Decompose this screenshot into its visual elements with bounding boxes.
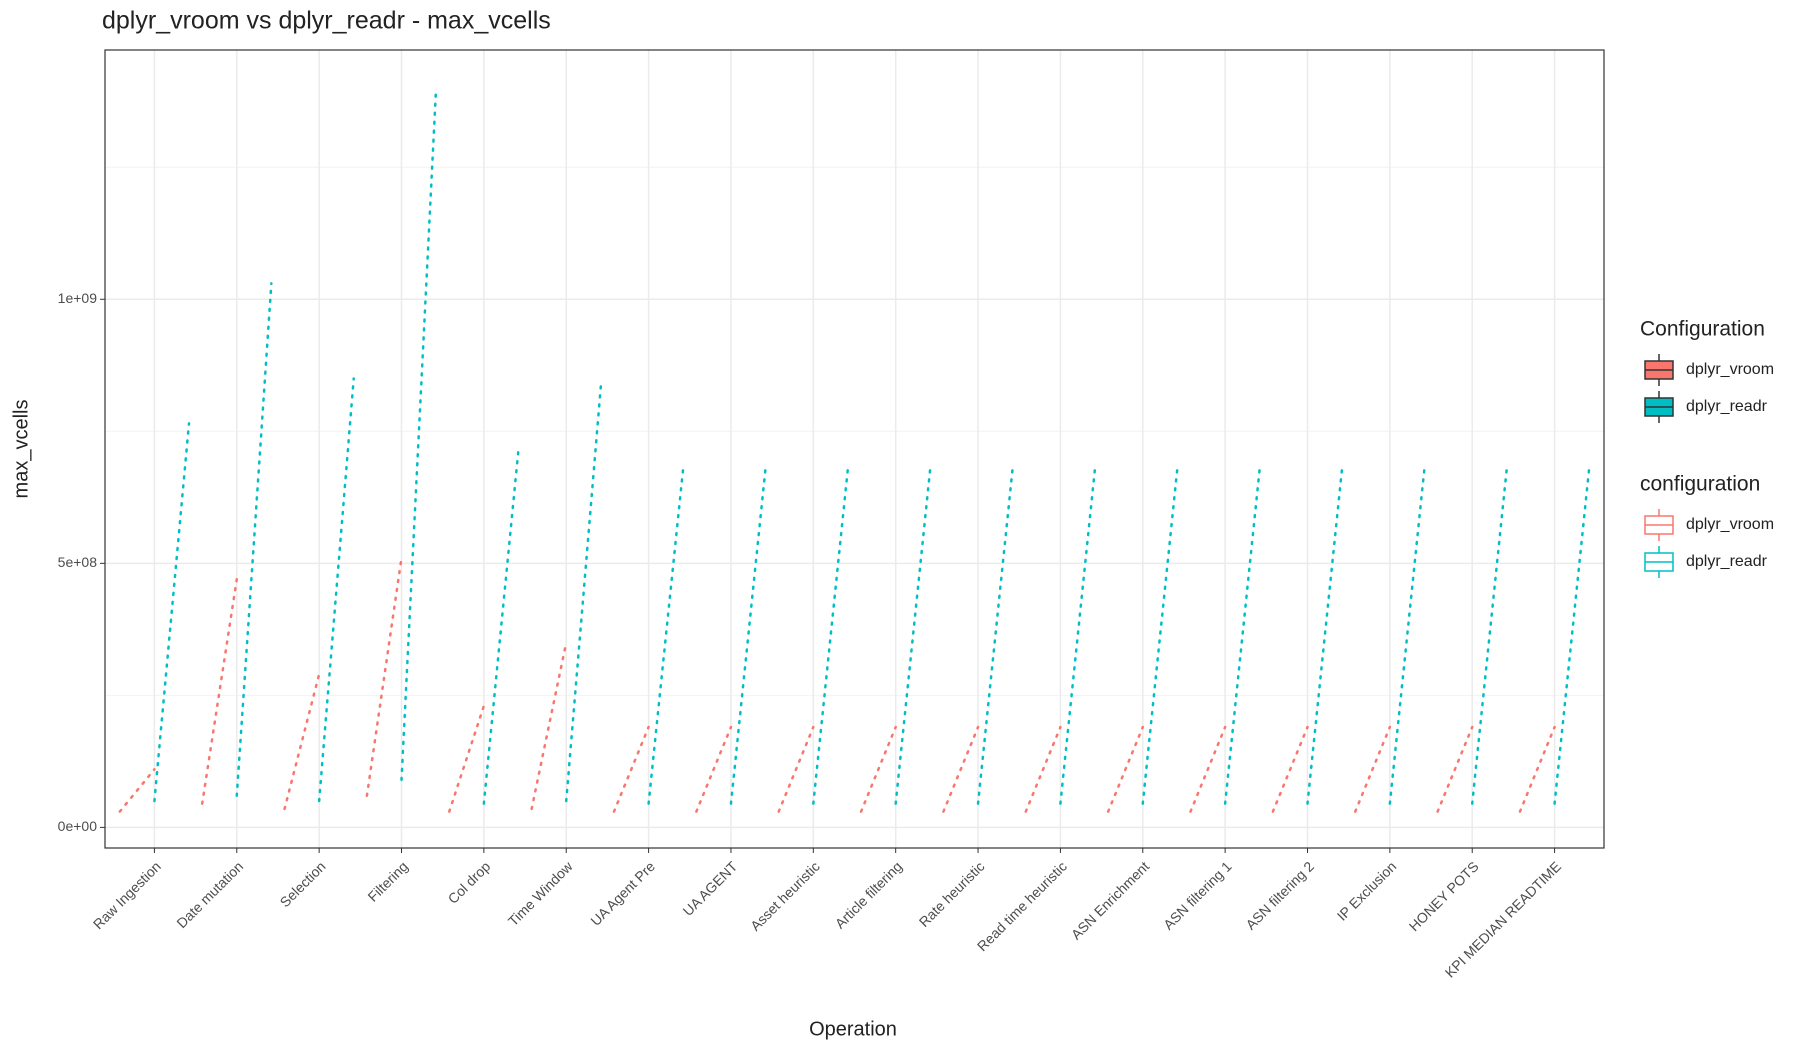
legend-label: dplyr_readr [1686,553,1768,570]
range-dots [1059,467,1097,805]
range-dots [1024,725,1062,813]
range-dots [200,577,239,805]
legend-label: dplyr_vroom [1686,361,1774,378]
range-dots [1553,467,1591,805]
range-dots [894,467,932,805]
y-tick-label: 0e+00 [58,818,98,834]
range-dots [1354,725,1392,813]
x-axis-label: Operation [809,1018,897,1040]
panel-border [104,49,1605,849]
y-tick-label: 5e+08 [58,554,98,570]
range-dots [1388,467,1426,805]
range-dots [647,467,685,805]
range-dots [1106,725,1145,813]
range-dots [153,422,191,803]
legend-title: Configuration [1640,318,1765,341]
legend-label: dplyr_vroom [1686,516,1774,533]
range-dots [482,448,520,805]
y-axis-label: max_vcells [10,400,32,499]
range-dots [729,467,767,805]
range-dots [1223,467,1261,805]
range-dots [365,556,403,797]
range-dots [942,725,980,813]
legend-title: configuration [1640,473,1760,496]
legend-label: dplyr_readr [1686,398,1768,415]
chart-title: dplyr_vroom vs dplyr_readr - max_vcells [102,7,551,35]
y-tick-label: 1e+09 [58,290,98,306]
range-dots [777,725,815,813]
range-dots [400,86,438,782]
range-dots [1306,467,1344,805]
range-dots [695,725,733,813]
range-dots [1436,725,1474,813]
range-dots [1518,725,1556,813]
range-dots [1141,467,1179,805]
range-dots [1189,725,1227,813]
range-dots [118,768,156,813]
range-dots [612,725,650,813]
range-dots [530,641,568,811]
range-dots [1271,725,1309,813]
range-dots [976,467,1014,805]
range-dots [283,672,321,811]
range-dots [859,725,897,813]
range-dots [317,377,355,803]
range-dots [1470,467,1509,805]
range-dots [448,704,486,813]
range-dots [564,385,603,803]
range-dots [812,467,850,805]
